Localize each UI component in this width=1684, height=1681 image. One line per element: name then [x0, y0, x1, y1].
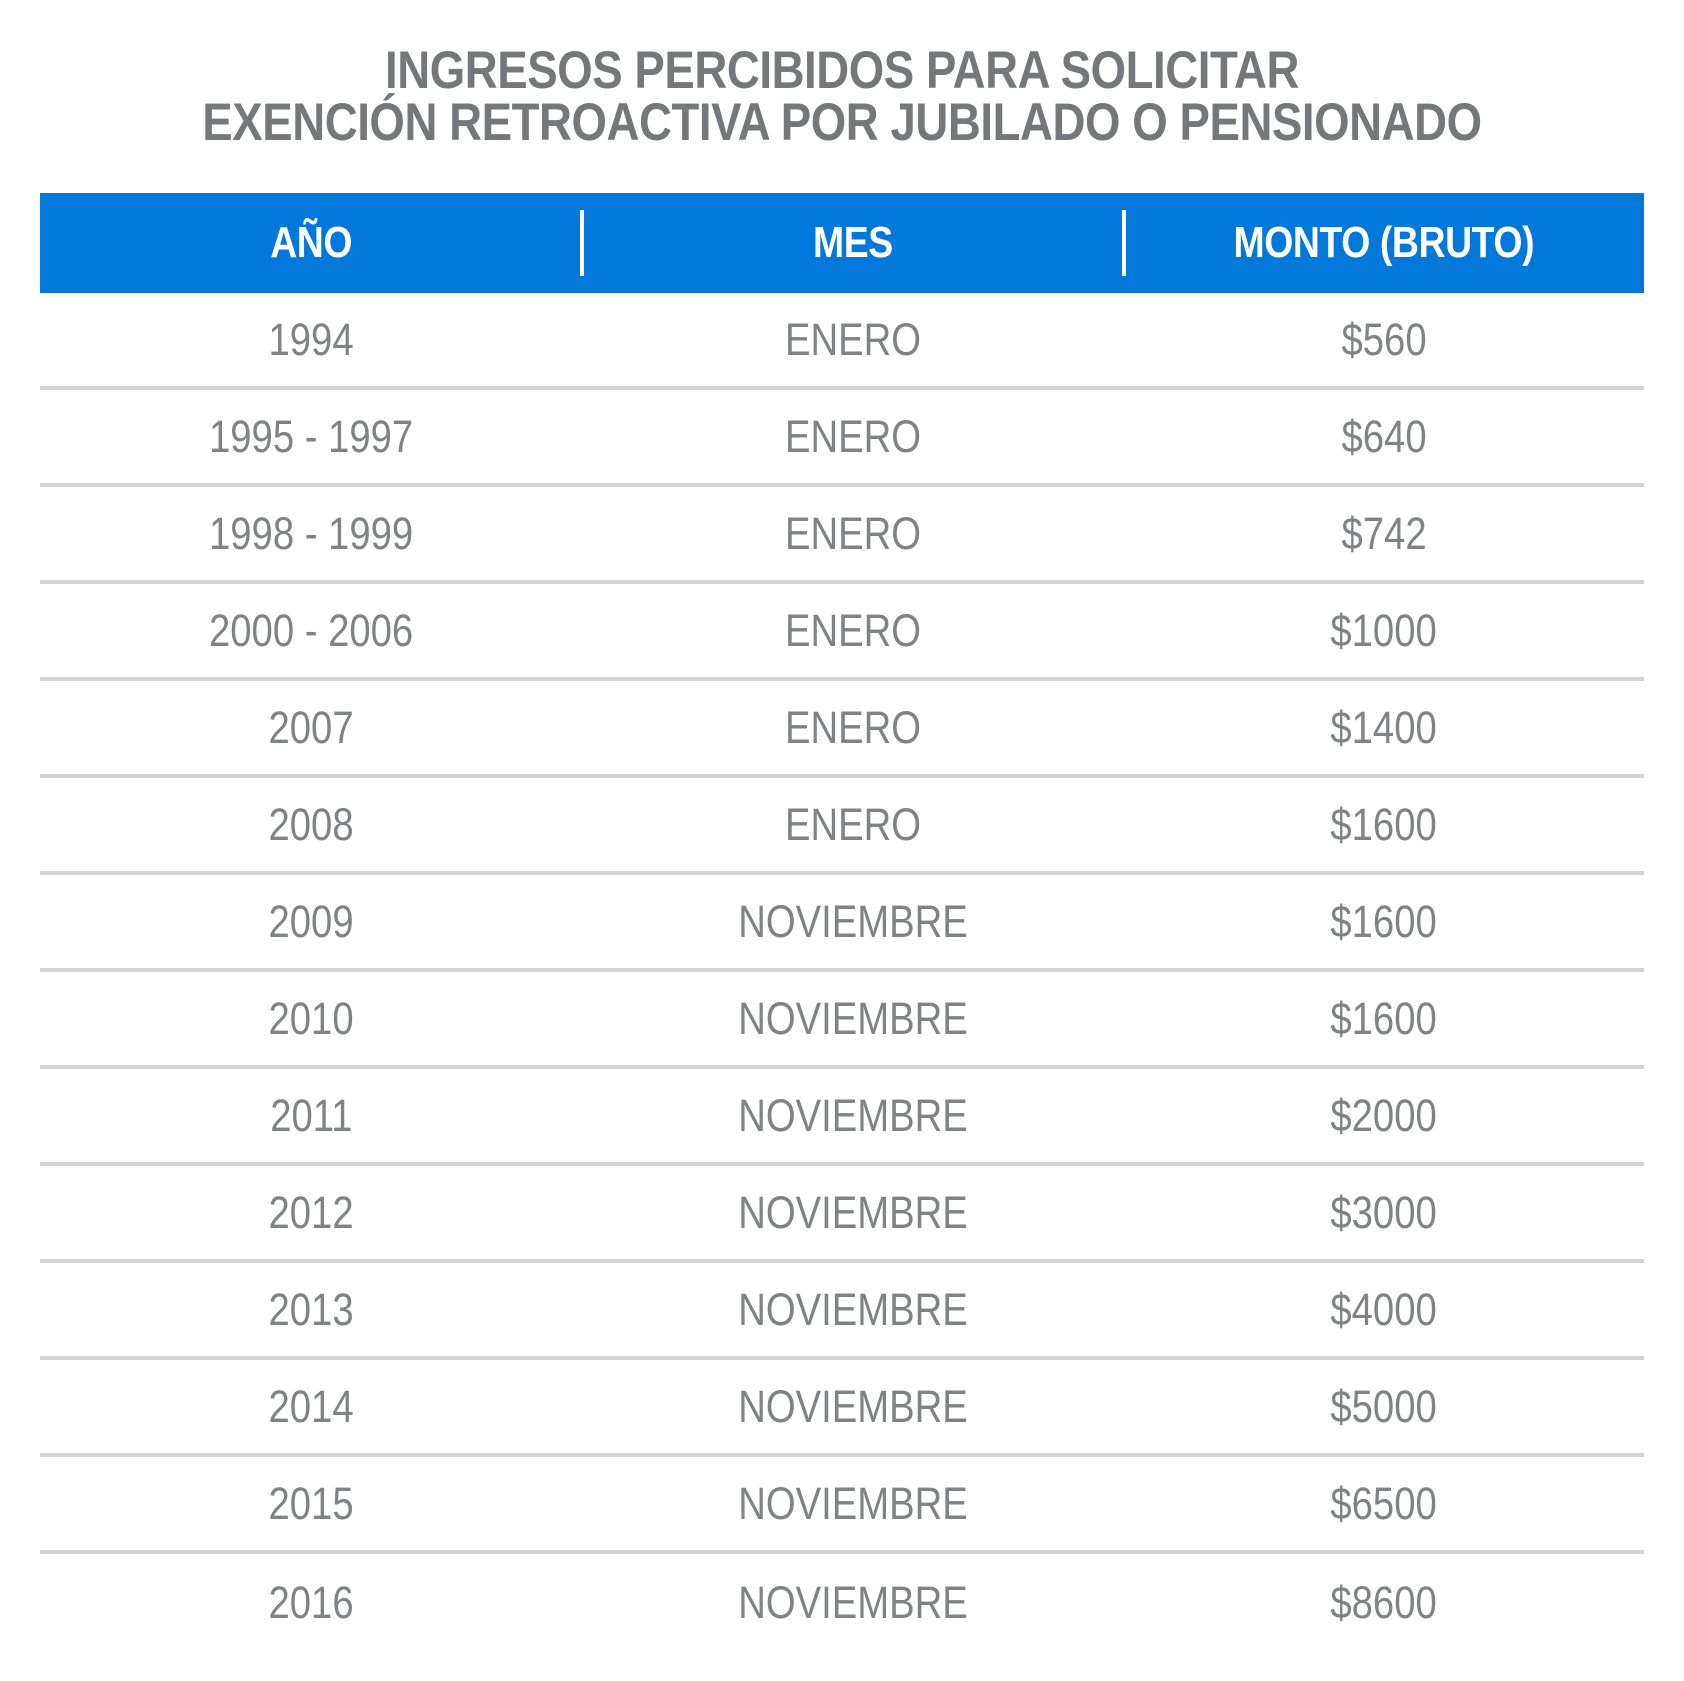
table-row: 2000 - 2006 ENERO $1000 [40, 584, 1644, 681]
cell-year: 2013 [268, 1283, 354, 1335]
table-row: 2010 NOVIEMBRE $1600 [40, 972, 1644, 1069]
table-row: 2016 NOVIEMBRE $8600 [40, 1554, 1644, 1651]
cell-amount: $1600 [1330, 992, 1438, 1044]
cell-amount: $5000 [1330, 1380, 1438, 1432]
column-header-amount-label: MONTO (BRUTO) [1233, 218, 1535, 267]
cell-amount: $1000 [1330, 604, 1438, 656]
cell-month: ENERO [784, 507, 922, 559]
cell-year: 1994 [268, 313, 354, 365]
table-row: 2013 NOVIEMBRE $4000 [40, 1263, 1644, 1360]
table-row: 2015 NOVIEMBRE $6500 [40, 1457, 1644, 1554]
cell-year: 2012 [268, 1186, 354, 1238]
cell-year: 2007 [268, 701, 354, 753]
cell-amount: $3000 [1330, 1186, 1438, 1238]
table-header-row: AÑO MES MONTO (BRUTO) [40, 193, 1644, 293]
cell-year: 2010 [268, 992, 354, 1044]
header-column-divider [579, 210, 584, 276]
cell-month: NOVIEMBRE [738, 1477, 968, 1529]
table-row: 2011 NOVIEMBRE $2000 [40, 1069, 1644, 1166]
column-header-amount: MONTO (BRUTO) [1124, 218, 1644, 268]
column-header-month: MES [582, 218, 1124, 268]
table-row: 1998 - 1999 ENERO $742 [40, 487, 1644, 584]
page-title-line-2: EXENCIÓN RETROACTIVA POR JUBILADO O PENS… [202, 93, 1482, 152]
cell-month: NOVIEMBRE [738, 1380, 968, 1432]
cell-year: 2011 [269, 1089, 353, 1141]
cell-month: NOVIEMBRE [738, 1283, 968, 1335]
cell-month: ENERO [784, 701, 922, 753]
cell-amount: $640 [1341, 410, 1427, 462]
cell-amount: $4000 [1330, 1283, 1438, 1335]
header-column-divider [1121, 210, 1126, 276]
cell-month: ENERO [784, 798, 922, 850]
cell-year: 1998 - 1999 [208, 507, 414, 559]
column-header-year-label: AÑO [270, 218, 352, 267]
cell-year: 1995 - 1997 [208, 410, 414, 462]
cell-amount: $1600 [1330, 895, 1438, 947]
cell-month: NOVIEMBRE [738, 895, 968, 947]
table-row: 2007 ENERO $1400 [40, 681, 1644, 778]
table-row: 2009 NOVIEMBRE $1600 [40, 875, 1644, 972]
table-row: 2008 ENERO $1600 [40, 778, 1644, 875]
cell-month: NOVIEMBRE [738, 992, 968, 1044]
income-table: AÑO MES MONTO (BRUTO) 1994 ENERO $560 19… [40, 193, 1644, 1651]
table-row: 1995 - 1997 ENERO $640 [40, 390, 1644, 487]
cell-amount: $1400 [1330, 701, 1438, 753]
cell-amount: $742 [1341, 507, 1427, 559]
column-header-month-label: MES [813, 218, 893, 267]
cell-month: ENERO [784, 604, 922, 656]
cell-amount: $560 [1341, 313, 1427, 365]
cell-year: 2016 [268, 1576, 354, 1628]
cell-year: 2009 [268, 895, 354, 947]
column-header-year: AÑO [40, 218, 582, 268]
cell-month: ENERO [784, 410, 922, 462]
cell-year: 2008 [268, 798, 354, 850]
cell-amount: $8600 [1330, 1576, 1438, 1628]
cell-year: 2014 [268, 1380, 354, 1432]
cell-month: NOVIEMBRE [738, 1089, 968, 1141]
cell-amount: $2000 [1330, 1089, 1438, 1141]
table-row: 2012 NOVIEMBRE $3000 [40, 1166, 1644, 1263]
cell-month: NOVIEMBRE [738, 1576, 968, 1628]
page-title: INGRESOS PERCIBIDOS PARA SOLICITAR EXENC… [40, 41, 1644, 152]
table-row: 1994 ENERO $560 [40, 293, 1644, 390]
page-title-line-1: INGRESOS PERCIBIDOS PARA SOLICITAR [385, 41, 1299, 100]
cell-year: 2015 [268, 1477, 354, 1529]
cell-amount: $6500 [1330, 1477, 1438, 1529]
cell-amount: $1600 [1330, 798, 1438, 850]
table-row: 2014 NOVIEMBRE $5000 [40, 1360, 1644, 1457]
cell-month: NOVIEMBRE [738, 1186, 968, 1238]
cell-month: ENERO [784, 313, 922, 365]
cell-year: 2000 - 2006 [208, 604, 414, 656]
